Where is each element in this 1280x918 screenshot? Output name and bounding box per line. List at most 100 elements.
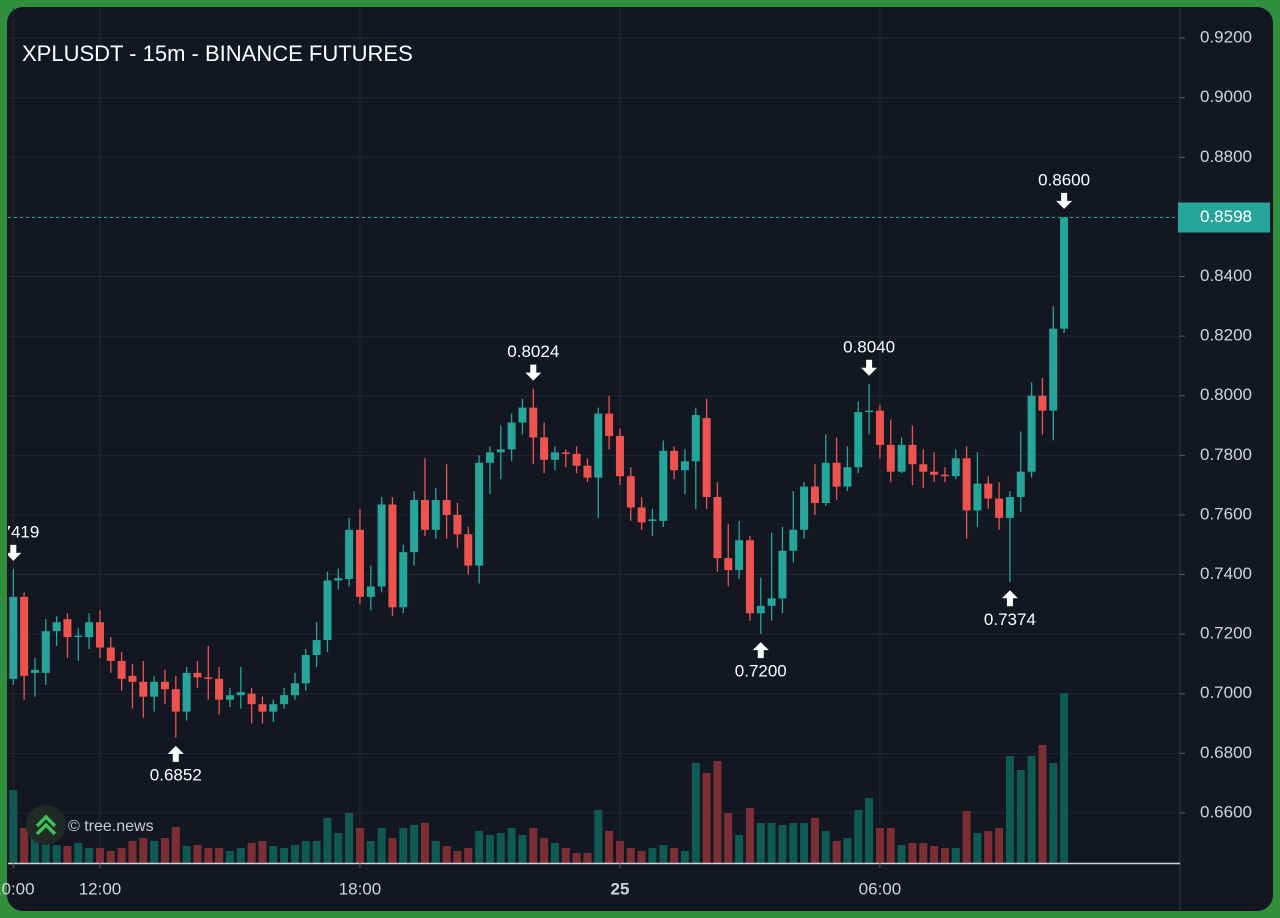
candle-body	[507, 422, 516, 450]
volume-bar	[919, 843, 928, 863]
candle-body	[691, 415, 700, 462]
candle-body	[269, 704, 278, 712]
volume-bar	[20, 828, 29, 863]
candle-body	[518, 407, 527, 423]
x-tick-label: 10:00	[0, 879, 35, 898]
volume-bar	[875, 828, 884, 863]
volume-bar	[767, 823, 776, 863]
candle-body	[756, 605, 765, 614]
x-tick-label: 25	[610, 879, 629, 898]
candle-body	[615, 435, 624, 477]
volume-bar	[334, 833, 343, 863]
volume-bar	[301, 841, 310, 863]
candle-body	[561, 452, 570, 454]
y-tick-label: 0.9200	[1200, 28, 1252, 47]
annotation-arrow	[1001, 590, 1018, 607]
volume-bar	[290, 845, 299, 863]
y-tick-label: 0.8000	[1200, 385, 1252, 404]
volume-bar	[1016, 770, 1025, 863]
candle-body	[204, 677, 213, 679]
volume-bar	[951, 848, 960, 863]
volume-bar	[561, 848, 570, 863]
annotation-label: 0.8600	[1038, 170, 1090, 189]
volume-bar	[52, 845, 61, 863]
volume-bar	[865, 798, 874, 863]
x-tick-label: 18:00	[339, 879, 382, 898]
candle-body	[442, 500, 451, 515]
volume-bar	[724, 813, 733, 863]
candle-body	[225, 695, 234, 700]
last-price-label: 0.8598	[1200, 207, 1252, 226]
candle-body	[323, 580, 332, 641]
volume-bar	[399, 828, 408, 863]
candle-body	[236, 692, 245, 696]
volume-bar	[496, 833, 505, 863]
candle-body	[150, 681, 159, 697]
annotation-layer: 0.7419 0.6852 0.8024 0.7200 0.8040 0.7374 0.86…	[8, 170, 1180, 784]
volume-bar	[139, 838, 148, 863]
candle-body	[810, 486, 819, 503]
volume-bar	[323, 818, 332, 863]
candle-body	[20, 596, 29, 676]
annotation-label: 0.7200	[735, 662, 787, 681]
volume-layer	[9, 693, 1069, 863]
volume-bar	[236, 848, 245, 863]
volume-bar	[821, 831, 830, 863]
candle-body	[485, 452, 494, 463]
volume-bar	[182, 846, 191, 863]
candle-body	[789, 529, 798, 551]
volume-bar	[832, 841, 841, 863]
volume-bar	[269, 846, 278, 863]
volume-bar	[1027, 756, 1036, 863]
candle-body	[420, 500, 429, 530]
candle-body	[475, 462, 484, 566]
volume-bar	[626, 848, 635, 863]
y-tick-label: 0.7000	[1200, 683, 1252, 702]
volume-bar	[95, 848, 104, 863]
volume-bar	[908, 843, 917, 863]
candle-body	[550, 452, 559, 460]
volume-bar	[962, 811, 971, 863]
y-tick-label: 0.8400	[1200, 266, 1252, 285]
volume-bar	[85, 848, 94, 863]
candle-body	[724, 558, 733, 571]
volume-bar	[886, 828, 895, 863]
candle-body	[182, 672, 191, 712]
candle-body	[886, 444, 895, 472]
volume-bar	[897, 845, 906, 863]
y-tick-label: 0.6800	[1200, 743, 1252, 762]
candle-body	[800, 486, 809, 530]
volume-bar	[171, 827, 180, 863]
volume-bar	[345, 813, 354, 863]
candle-body	[30, 669, 39, 673]
volume-bar	[160, 838, 169, 863]
candle-body	[85, 622, 94, 638]
candle-body	[832, 462, 841, 487]
annotation-arrow	[167, 745, 184, 762]
candle-body	[670, 450, 679, 471]
candle-body	[139, 681, 148, 697]
volume-bar	[572, 853, 581, 863]
volume-bar	[1060, 693, 1069, 863]
candle-body	[897, 444, 906, 472]
candle-body	[908, 444, 917, 465]
volume-bar	[637, 851, 646, 863]
annotation-label: 0.8024	[507, 342, 559, 361]
volume-bar	[594, 810, 603, 863]
volume-bar	[713, 761, 722, 863]
candle-body	[659, 450, 668, 521]
candle-body	[854, 412, 863, 468]
candle-body	[778, 550, 787, 599]
candle-body	[637, 507, 646, 523]
watermark-text: © tree.news	[68, 818, 154, 835]
volume-bar	[41, 841, 50, 863]
candle-body	[973, 483, 982, 511]
volume-bar	[583, 853, 592, 863]
volume-bar	[388, 838, 397, 863]
candle-layer	[9, 216, 1069, 738]
volume-bar	[1005, 756, 1014, 863]
volume-bar	[810, 818, 819, 863]
candle-body	[453, 514, 462, 535]
volume-bar	[507, 828, 516, 863]
